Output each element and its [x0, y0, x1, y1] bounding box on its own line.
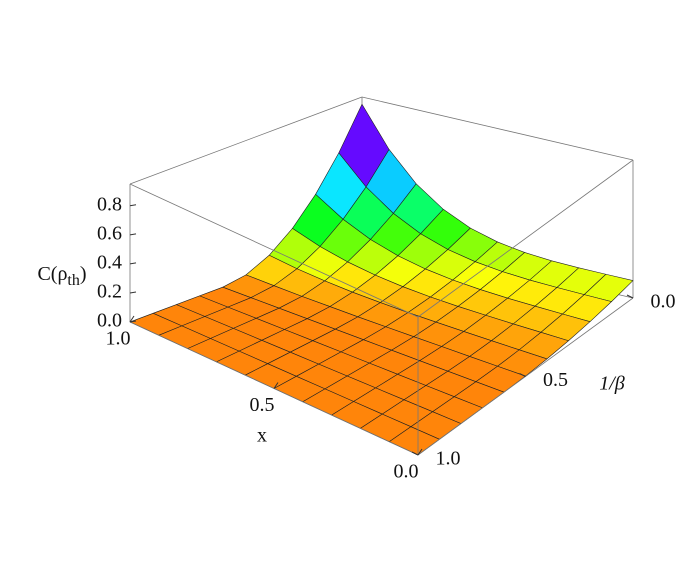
box-edge: [129, 96, 363, 185]
x-tick-label: 0.0: [394, 461, 419, 483]
z-label-end: ): [80, 263, 87, 285]
z-tick: [129, 291, 137, 294]
y-tick-label: 0.5: [543, 369, 568, 391]
z-tick: [129, 262, 137, 265]
z-tick-label: 0.2: [97, 281, 122, 303]
box-edge: [361, 96, 634, 161]
y-tick: [626, 294, 634, 299]
z-label-sub: th: [67, 272, 79, 289]
z-tick: [129, 320, 137, 323]
z-tick: [129, 233, 137, 236]
x-tick-label: 0.5: [250, 394, 275, 416]
x-tick: [129, 315, 135, 323]
y-tick: [519, 373, 526, 377]
z-tick: [129, 204, 137, 207]
y-tick: [411, 451, 419, 456]
x-tick: [417, 448, 423, 456]
z-tick-label: 0.6: [97, 222, 122, 244]
x-tick: [273, 382, 279, 389]
z-tick-label: 0.8: [97, 193, 122, 215]
z-tick-label: 0.4: [97, 251, 122, 273]
x-tick-label: 1.0: [106, 328, 131, 350]
y-tick-label: 1.0: [436, 448, 461, 470]
x-axis-label: x: [257, 425, 267, 447]
z-tick-label: 0.0: [97, 310, 122, 332]
box-edge: [417, 159, 634, 318]
z-axis-label: C(ρth): [37, 263, 86, 289]
box-edge: [129, 183, 419, 318]
z-label-main: C(ρ: [37, 263, 67, 285]
y-tick-label: 0.0: [651, 291, 676, 313]
y-axis-label: 1/β: [599, 373, 625, 395]
